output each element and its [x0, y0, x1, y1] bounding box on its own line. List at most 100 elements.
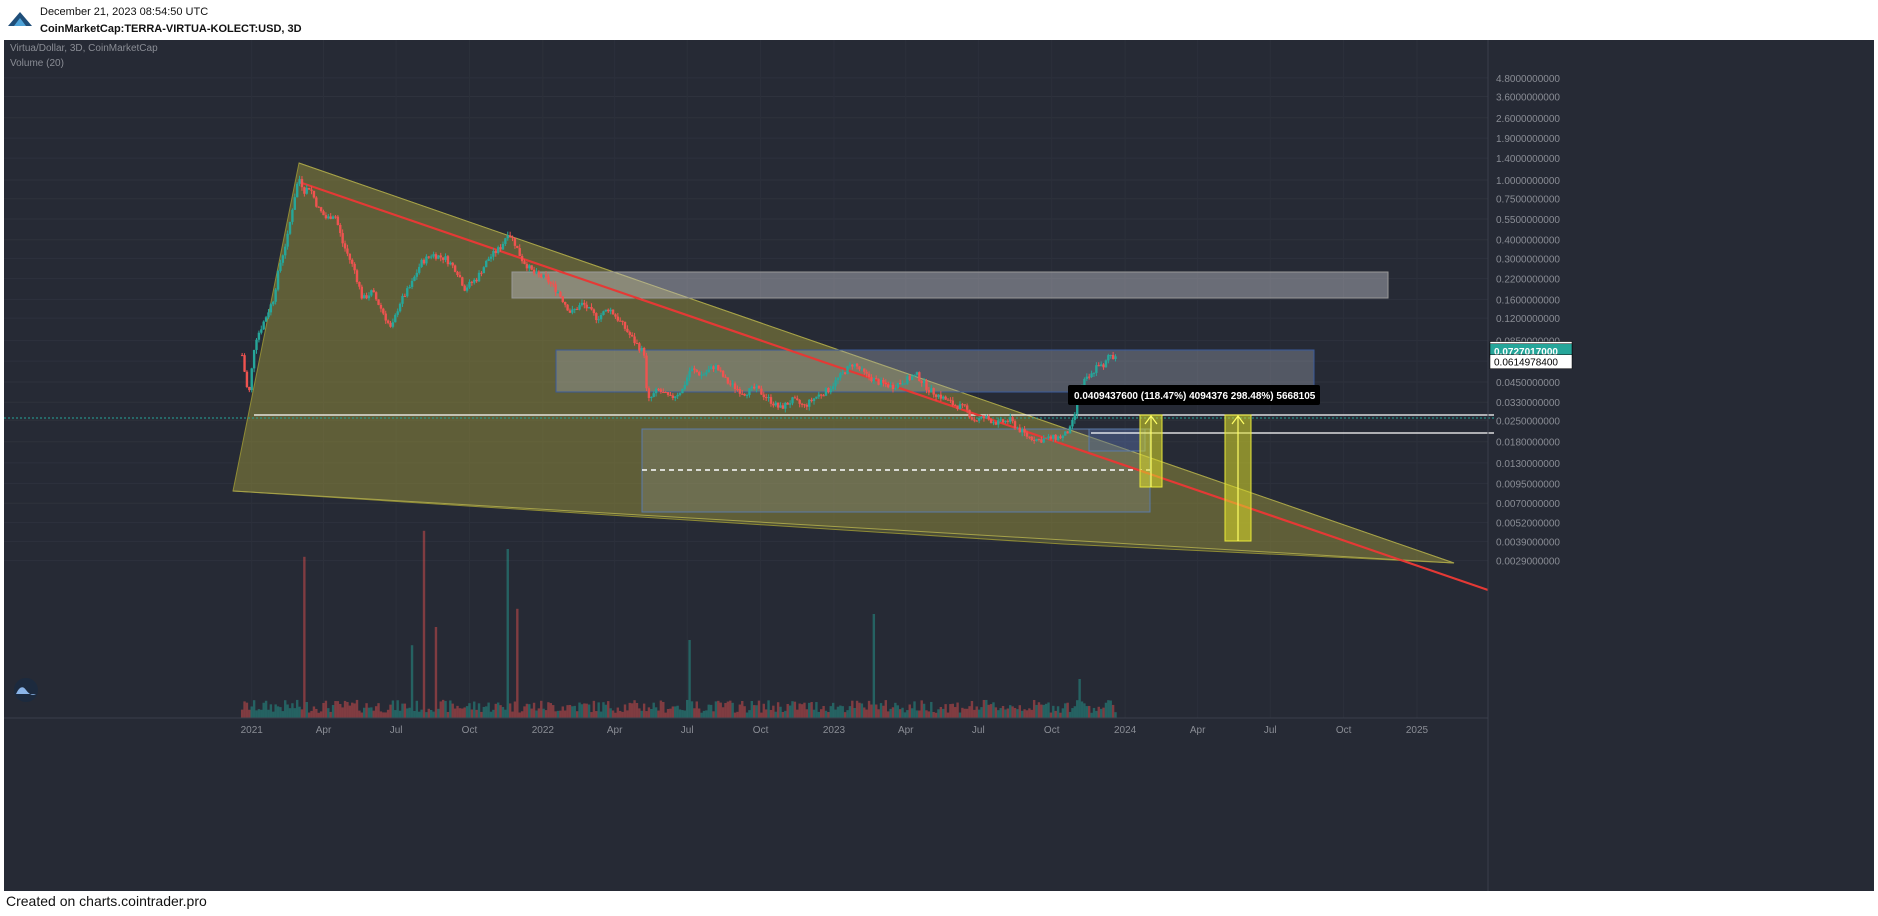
candle-body: [281, 255, 285, 263]
x-tick-label: Jul: [681, 725, 694, 736]
candle-body: [872, 378, 876, 382]
volume-bar: [922, 703, 926, 718]
candle-body: [779, 405, 782, 408]
candle-body: [678, 393, 682, 395]
y-tick-label: 1.4000000000: [1496, 154, 1560, 165]
candle-body: [831, 386, 835, 390]
candle-body: [829, 389, 832, 393]
candle-body: [999, 419, 1002, 421]
candle-body: [908, 376, 911, 380]
candle-body: [286, 233, 289, 247]
candle-body: [511, 237, 514, 239]
volume-bar: [836, 706, 840, 718]
volume-bar: [518, 712, 521, 718]
volume-bar: [764, 709, 768, 718]
volume-bar: [800, 704, 804, 718]
volume-bar: [872, 614, 876, 718]
candle-body: [853, 363, 856, 367]
candle-body: [520, 256, 524, 262]
volume-bar: [815, 702, 818, 718]
volume-bar: [458, 708, 462, 718]
volume-bar: [1056, 706, 1060, 718]
candle-body: [1047, 436, 1050, 439]
candle-body: [480, 272, 483, 274]
candle-body: [1087, 376, 1091, 378]
volume-bar: [508, 703, 512, 718]
volume-bar: [1099, 708, 1103, 718]
candle-body: [1006, 420, 1010, 422]
candle-body: [944, 396, 947, 400]
volume-bar: [1023, 709, 1026, 718]
candle-body: [504, 238, 507, 244]
volume-bar: [336, 701, 340, 718]
volume-bar: [1018, 705, 1022, 718]
candle-body: [841, 372, 844, 374]
volume-bar: [310, 710, 313, 718]
x-axis[interactable]: 2021 Apr Jul Oct 2022 Apr Jul Oct 2023 Apr Jul Oct 2…: [241, 725, 1429, 736]
candle-body: [250, 368, 253, 391]
volume-bar: [884, 700, 888, 718]
volume-bar: [408, 707, 411, 718]
candle-body: [994, 422, 998, 425]
candle-body: [1016, 427, 1019, 429]
volume-bar: [803, 702, 806, 718]
volume-bar: [949, 704, 952, 718]
volume-bar: [453, 708, 457, 718]
candle-body: [645, 355, 648, 389]
candle-body: [468, 281, 471, 288]
volume-bar: [501, 706, 505, 718]
candle-body: [657, 388, 660, 390]
candle-body: [1004, 420, 1007, 423]
volume-bar: [382, 712, 385, 718]
price-chart[interactable]: 0.0409437600 (118.47%) 4094376 298.48%) …: [4, 40, 1874, 891]
candle-body: [1073, 414, 1077, 420]
candle-body: [886, 384, 890, 388]
volume-bar: [781, 711, 785, 718]
candle-body: [475, 279, 478, 282]
volume-bar: [592, 700, 596, 718]
volume-bar: [360, 712, 363, 718]
volume-bar: [240, 709, 244, 718]
candle-body: [1011, 417, 1014, 422]
volume-bar: [714, 701, 718, 718]
volume-bar: [659, 700, 663, 718]
volume-bar: [386, 709, 390, 718]
candle-body: [953, 405, 957, 407]
candle-body: [1092, 372, 1096, 374]
volume-bar: [449, 700, 452, 718]
volume-bar: [805, 709, 809, 718]
volume-bar: [784, 710, 787, 718]
volume-bar: [951, 703, 955, 718]
tv-logo-icon[interactable]: [14, 678, 38, 702]
volume-bar: [585, 703, 588, 718]
volume-bar: [678, 709, 682, 718]
candle-body: [674, 396, 677, 399]
volume-bar: [571, 706, 574, 718]
candle-body: [757, 385, 761, 389]
candle-body: [1071, 419, 1074, 427]
volume-bar: [980, 707, 983, 718]
volume-bar: [724, 703, 727, 718]
candle-body: [260, 329, 263, 333]
candle-body: [295, 183, 299, 198]
volume-bar: [559, 710, 562, 718]
candle-body: [755, 385, 758, 389]
volume-bar: [437, 708, 440, 718]
timestamp: December 21, 2023 08:54:50 UTC: [40, 6, 209, 18]
candle-body: [595, 313, 598, 320]
x-tick-label: Apr: [607, 725, 623, 736]
candle-body: [312, 190, 316, 198]
volume-bar: [590, 712, 593, 718]
volume-bar: [798, 703, 801, 718]
volume-bar: [305, 702, 308, 718]
volume-bar: [374, 706, 378, 718]
candle-body: [439, 255, 442, 258]
volume-bar: [738, 704, 742, 718]
volume-bar: [654, 707, 658, 718]
volume-bar: [858, 702, 861, 718]
volume-bar: [989, 704, 993, 718]
candle-body: [650, 396, 653, 399]
candle-body: [1013, 421, 1017, 428]
volume-bar: [274, 704, 277, 718]
volume-bar: [420, 709, 423, 718]
